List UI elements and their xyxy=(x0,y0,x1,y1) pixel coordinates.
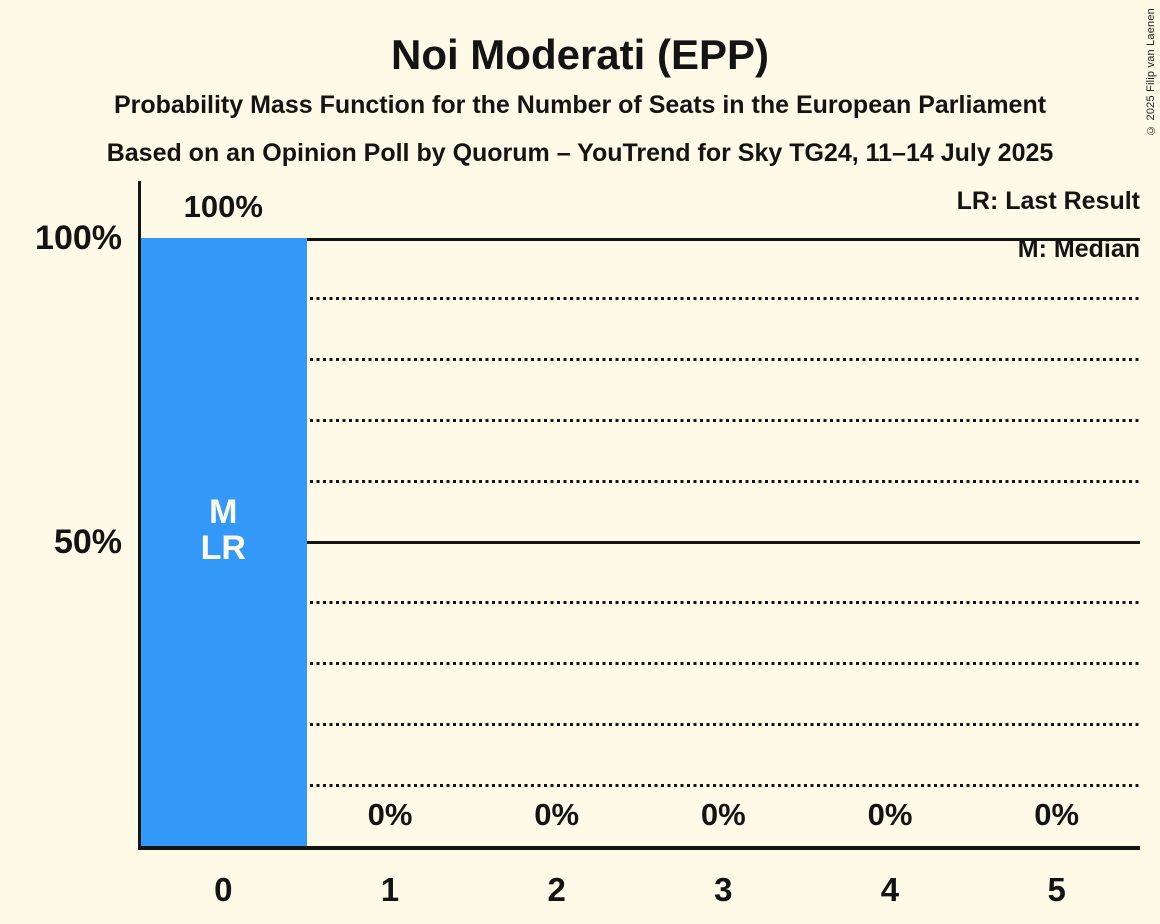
chart-subtitle: Probability Mass Function for the Number… xyxy=(113,91,1047,119)
marker-line: LR xyxy=(200,529,246,567)
gridline-90pct xyxy=(141,297,1140,301)
value-label-seats-5: 0% xyxy=(1034,797,1080,832)
value-label-seats-2: 0% xyxy=(534,797,580,832)
marker-line: M xyxy=(209,493,238,531)
x-axis xyxy=(138,846,1140,850)
copyright-notice: © 2025 Filip van Laenen xyxy=(1145,8,1157,136)
gridline-10pct xyxy=(141,783,1140,787)
x-tick-3: 3 xyxy=(714,871,733,908)
x-tick-4: 4 xyxy=(880,871,900,908)
y-axis xyxy=(138,181,141,850)
median-last-result-marker: M LR xyxy=(140,494,307,566)
chart-title: Noi Moderati (EPP) xyxy=(390,31,770,78)
value-label-seats-3: 0% xyxy=(700,797,746,832)
gridline-20pct xyxy=(141,722,1140,726)
value-label-seats-4: 0% xyxy=(867,797,913,832)
gridline-60pct xyxy=(141,479,1140,483)
gridline-30pct xyxy=(141,662,1140,666)
y-tick-50pct: 50% xyxy=(53,523,122,561)
major-gridline-50pct xyxy=(141,540,1140,544)
legend-median: M: Median xyxy=(1017,235,1140,263)
bar-seats-0 xyxy=(140,238,307,846)
x-tick-2: 2 xyxy=(547,871,566,908)
y-tick-100pct: 100% xyxy=(35,219,122,257)
gridline-40pct xyxy=(141,601,1140,605)
x-tick-0: 0 xyxy=(214,871,233,908)
major-gridline-100pct xyxy=(141,238,1140,241)
x-tick-5: 5 xyxy=(1047,871,1066,908)
value-label-seats-0: 100% xyxy=(183,189,263,224)
x-tick-1: 1 xyxy=(380,871,400,908)
value-label-seats-1: 0% xyxy=(367,797,413,832)
gridline-80pct xyxy=(141,358,1140,362)
chart-source-line: Based on an Opinion Poll by Quorum – You… xyxy=(106,139,1054,167)
gridline-70pct xyxy=(141,418,1140,422)
legend-last-result: LR: Last Result xyxy=(956,187,1140,215)
